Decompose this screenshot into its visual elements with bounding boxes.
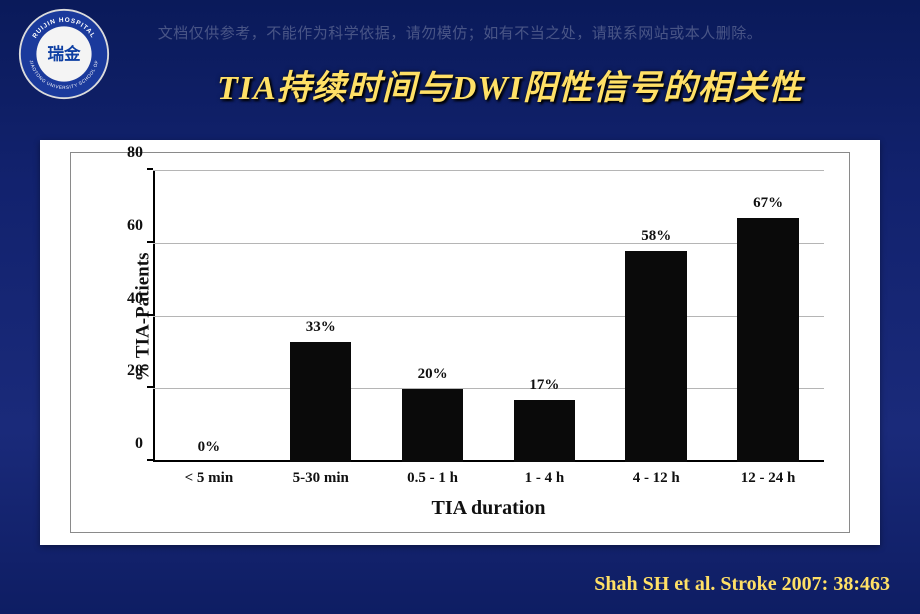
y-tick-mark [147, 314, 153, 316]
bar-value-label: 58% [615, 228, 697, 245]
bar-group: 33%5-30 min [290, 171, 352, 462]
institution-logo: RUIJIN HOSPITAL JIAOTONG UNIVERSITY SCHO… [18, 8, 110, 100]
bar [737, 218, 799, 462]
y-tick-mark [147, 241, 153, 243]
plot-area: % TIA-Patients TIA duration 0204060800%<… [153, 171, 824, 462]
category-label: 0.5 - 1 h [382, 470, 484, 487]
watermark-text: 文档仅供参考，不能作为科学依据，请勿模仿；如有不当之处，请联系网站或本人删除。 [0, 22, 920, 43]
y-tick-label: 20 [127, 362, 143, 380]
bar [625, 251, 687, 462]
bar-group: 0%< 5 min [178, 171, 240, 462]
bar-group: 67%12 - 24 h [737, 171, 799, 462]
bar [290, 342, 352, 462]
bar-value-label: 0% [168, 439, 250, 456]
bar-value-label: 33% [280, 319, 362, 336]
x-axis-line [153, 460, 824, 462]
bar-group: 20%0.5 - 1 h [402, 171, 464, 462]
category-label: 1 - 4 h [494, 470, 596, 487]
category-label: 12 - 24 h [717, 470, 819, 487]
x-axis-label: TIA duration [153, 497, 824, 520]
logo-center-text: 瑞金 [47, 44, 81, 64]
bar-group: 58%4 - 12 h [625, 171, 687, 462]
y-tick-mark [147, 168, 153, 170]
bar [402, 389, 464, 462]
gridline [153, 388, 824, 389]
bar-value-label: 20% [392, 366, 474, 383]
category-label: 5-30 min [270, 470, 372, 487]
slide-title: TIA持续时间与DWI阳性信号的相关性 [130, 60, 890, 109]
gridline [153, 316, 824, 317]
y-tick-label: 40 [127, 290, 143, 308]
chart-panel: % TIA-Patients TIA duration 0204060800%<… [40, 140, 880, 545]
y-tick-label: 0 [135, 435, 143, 453]
gridline [153, 243, 824, 244]
y-tick-mark [147, 459, 153, 461]
bar-value-label: 17% [504, 377, 586, 394]
category-label: 4 - 12 h [605, 470, 707, 487]
bar-value-label: 67% [727, 195, 809, 212]
bar [514, 400, 576, 462]
citation: Shah SH et al. Stroke 2007: 38:463 [594, 573, 890, 596]
bar-group: 17%1 - 4 h [514, 171, 576, 462]
y-tick-label: 80 [127, 144, 143, 162]
chart-frame: % TIA-Patients TIA duration 0204060800%<… [70, 152, 850, 533]
slide: 文档仅供参考，不能作为科学依据，请勿模仿；如有不当之处，请联系网站或本人删除。 … [0, 0, 920, 614]
category-label: < 5 min [158, 470, 260, 487]
gridline [153, 170, 824, 171]
y-tick-label: 60 [127, 217, 143, 235]
y-tick-mark [147, 386, 153, 388]
